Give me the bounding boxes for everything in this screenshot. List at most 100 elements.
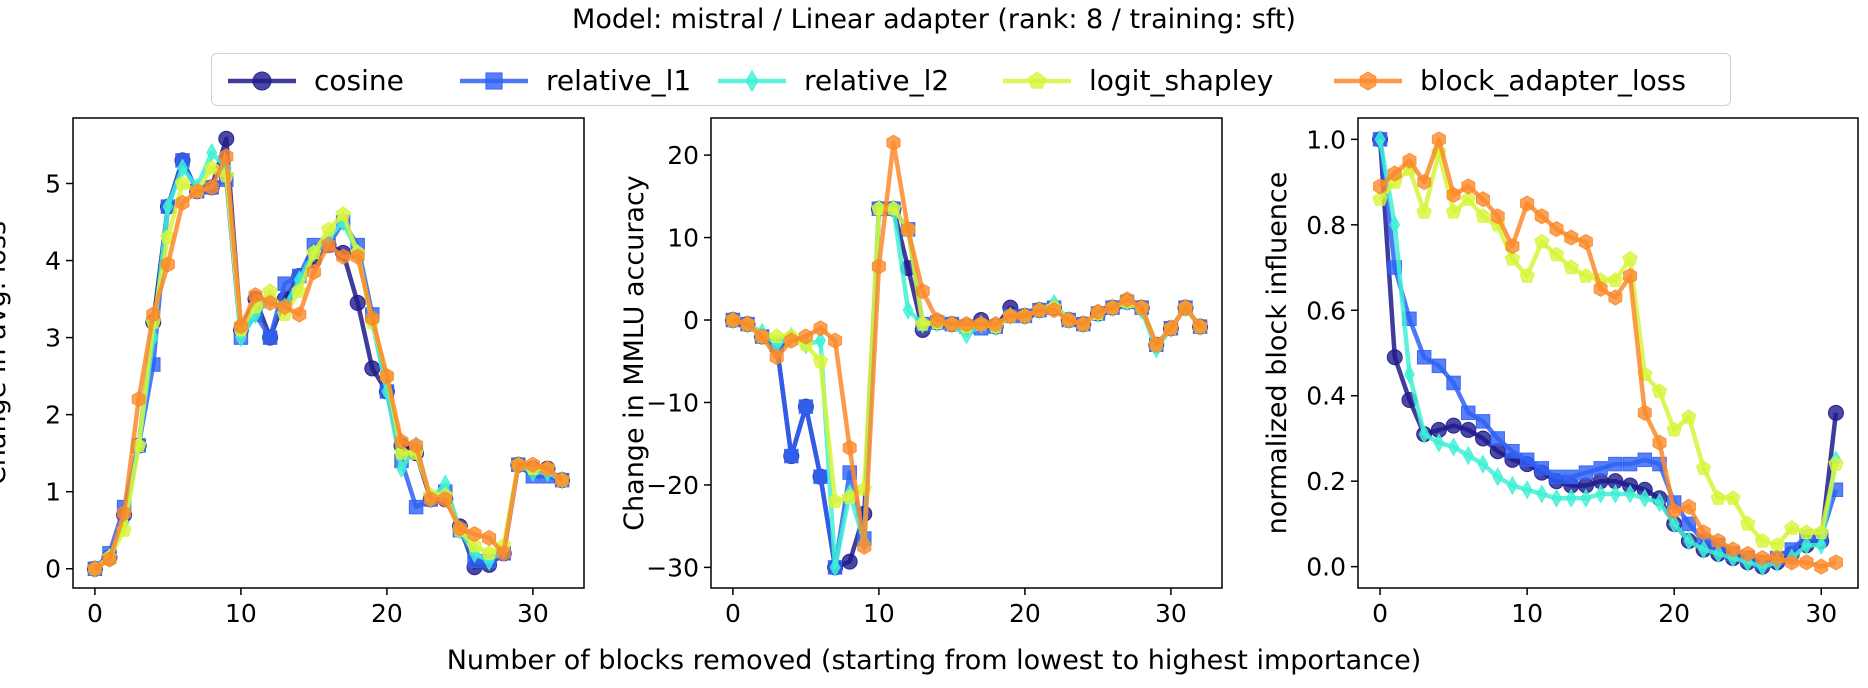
data-point-block-adapter-loss (175, 194, 190, 211)
data-point-block-adapter-loss (798, 328, 813, 345)
data-point-logit-shapley (1681, 408, 1697, 424)
data-point-block-adapter-loss (1726, 541, 1740, 558)
data-point-logit-shapley (1725, 490, 1741, 505)
data-point-relative-l2 (1815, 535, 1827, 555)
data-point-relative-l1 (798, 399, 814, 414)
data-point-relative-l2 (1448, 437, 1460, 457)
legend-marker (485, 71, 503, 90)
series-relative-l2 (1374, 129, 1842, 577)
data-point-block-adapter-loss (1461, 178, 1476, 195)
data-point-block-adapter-loss (1828, 554, 1843, 571)
legend-label-logit-shapley: logit_shapley (1089, 64, 1274, 97)
series-logit-shapley (1372, 144, 1844, 552)
y-tick-label: −30 (646, 553, 699, 582)
data-point-logit-shapley (827, 493, 843, 508)
y-tick-label: 0.0 (1306, 553, 1346, 582)
series-relative-l1 (725, 201, 1208, 575)
data-point-block-adapter-loss (974, 316, 989, 333)
data-point-logit-shapley (812, 353, 829, 368)
data-point-block-adapter-loss (1681, 498, 1696, 515)
series-line-relative-l2 (732, 206, 1202, 570)
legend-swatch-logit-shapley (1003, 70, 1071, 89)
data-point-relative-l2 (1521, 480, 1533, 500)
series-cosine (86, 130, 571, 577)
data-point-block-adapter-loss (1134, 299, 1149, 316)
data-point-block-adapter-loss (1076, 316, 1091, 333)
data-point-logit-shapley (1519, 267, 1535, 283)
legend-marker (1359, 70, 1377, 91)
data-point-relative-l1 (1593, 461, 1608, 476)
y-tick-label: 0.8 (1306, 211, 1346, 240)
legend-marker (1027, 70, 1047, 89)
data-point-relative-l2 (815, 330, 826, 351)
data-point-block-adapter-loss (740, 316, 755, 333)
data-point-relative-l2 (1683, 531, 1695, 551)
data-point-relative-l1 (1549, 469, 1564, 485)
data-point-block-adapter-loss (813, 320, 828, 337)
legend-swatch-relative-l1 (460, 71, 528, 90)
data-point-relative-l1 (262, 330, 278, 345)
series-line-relative-l1 (1377, 139, 1839, 565)
data-point-logit-shapley (1445, 203, 1462, 219)
legend-swatch-block-adapter-loss (1334, 70, 1402, 91)
series-relative-l1 (87, 153, 570, 576)
data-point-relative-l2 (1624, 484, 1636, 504)
data-point-logit-shapley (915, 315, 931, 331)
data-point-block-adapter-loss (555, 472, 570, 489)
data-point-block-adapter-loss (959, 316, 974, 333)
series-cosine (724, 200, 1209, 576)
data-point-block-adapter-loss (467, 526, 482, 543)
y-tick-label: 10 (667, 224, 699, 253)
data-point-logit-shapley (1460, 191, 1476, 206)
data-point-block-adapter-loss (1417, 174, 1432, 191)
data-point-block-adapter-loss (1446, 186, 1461, 203)
data-point-relative-l2 (1462, 445, 1474, 466)
data-point-relative-l2 (1404, 364, 1415, 385)
data-point-relative-l2 (1492, 467, 1504, 487)
data-point-relative-l1 (784, 448, 799, 464)
plot-3: 0 10 20 30 0.0 0.2 0.4 0.6 0.8 1.0 normalized bloc… (1262, 117, 1859, 628)
data-point-relative-l2 (1609, 484, 1621, 504)
data-point-logit-shapley (1622, 250, 1638, 266)
plot-1: 0 10 20 30 0 1 2 3 4 5 Change in avg. loss (0, 117, 585, 628)
data-point-relative-l1 (1563, 469, 1579, 485)
data-point-block-adapter-loss (1623, 268, 1638, 285)
data-point-block-adapter-loss (233, 317, 248, 335)
x-tick-label: 0 (87, 599, 103, 628)
data-point-block-adapter-loss (1814, 558, 1829, 575)
data-point-logit-shapley (769, 328, 785, 344)
data-point-logit-shapley (481, 545, 497, 560)
data-point-relative-l2 (1477, 454, 1489, 474)
data-point-relative-l2 (1639, 488, 1651, 508)
data-point-relative-l1 (1578, 465, 1594, 480)
data-point-block-adapter-loss (248, 287, 263, 304)
data-point-logit-shapley (1784, 520, 1800, 535)
data-point-cosine (1386, 349, 1403, 366)
data-point-relative-l2 (1595, 484, 1607, 504)
data-point-block-adapter-loss (1593, 280, 1608, 297)
legend: cosine relative_l1 relative_l2 logit_sha… (211, 53, 1731, 106)
x-tick-label: 10 (1511, 599, 1543, 628)
x-tick-label: 30 (1805, 599, 1837, 628)
data-point-block-adapter-loss (1578, 233, 1593, 250)
data-point-cosine (841, 553, 858, 570)
data-point-block-adapter-loss (423, 491, 438, 508)
data-point-relative-l1 (277, 276, 292, 291)
data-point-logit-shapley (1416, 203, 1432, 219)
data-point-relative-l2 (1506, 475, 1518, 496)
data-point-block-adapter-loss (1784, 554, 1799, 571)
data-point-relative-l1 (1608, 456, 1623, 472)
y-tick-label: −10 (646, 388, 699, 417)
data-point-relative-l2 (1418, 424, 1430, 444)
data-point-block-adapter-loss (131, 391, 146, 408)
data-point-relative-l1 (1534, 461, 1550, 476)
data-point-relative-l1 (1622, 456, 1638, 472)
data-point-logit-shapley (1666, 421, 1682, 437)
data-point-block-adapter-loss (160, 256, 175, 273)
data-point-relative-l2 (829, 557, 841, 578)
legend-item-relative-l2: relative_l2 (714, 54, 949, 107)
plot-frame (72, 117, 585, 589)
data-point-block-adapter-loss (190, 183, 205, 200)
x-tick-label: 20 (1009, 599, 1041, 628)
data-point-logit-shapley (1563, 259, 1579, 275)
